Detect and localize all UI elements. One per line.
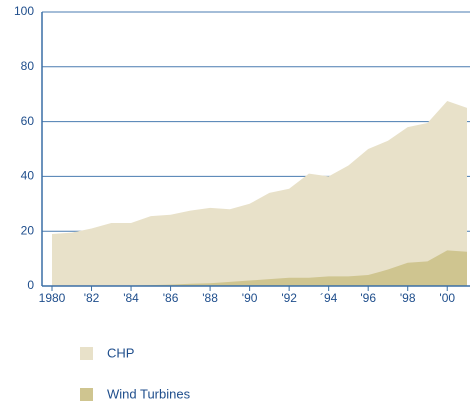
y-tick-label: 0 bbox=[27, 278, 34, 292]
y-tick-label: 80 bbox=[21, 59, 35, 73]
x-tick-label: '98 bbox=[400, 291, 416, 305]
y-tick-label: 100 bbox=[14, 4, 34, 18]
x-tick-label: '92 bbox=[281, 291, 297, 305]
y-tick-label: 60 bbox=[21, 114, 35, 128]
x-tick-label: '90 bbox=[242, 291, 258, 305]
area bbox=[52, 101, 467, 286]
area bbox=[52, 250, 467, 286]
x-tick-label: '00 bbox=[439, 291, 455, 305]
legend-label: Wind Turbines bbox=[107, 386, 191, 401]
legend-label: CHP bbox=[107, 345, 134, 360]
y-tick-label: 20 bbox=[21, 223, 35, 237]
legend: CHP Wind Turbines bbox=[80, 345, 191, 401]
x-tick-label: '84 bbox=[123, 291, 139, 305]
x-tick-label: 1980 bbox=[39, 291, 66, 305]
x-tick-label: '86 bbox=[163, 291, 179, 305]
x-tick-label: ´94 bbox=[320, 291, 338, 305]
legend-swatch bbox=[80, 388, 93, 401]
legend-swatch bbox=[80, 347, 93, 360]
x-tick-label: '88 bbox=[202, 291, 218, 305]
y-tick-label: 40 bbox=[21, 169, 35, 183]
x-tick-label: '82 bbox=[84, 291, 100, 305]
x-tick-label: '96 bbox=[360, 291, 376, 305]
